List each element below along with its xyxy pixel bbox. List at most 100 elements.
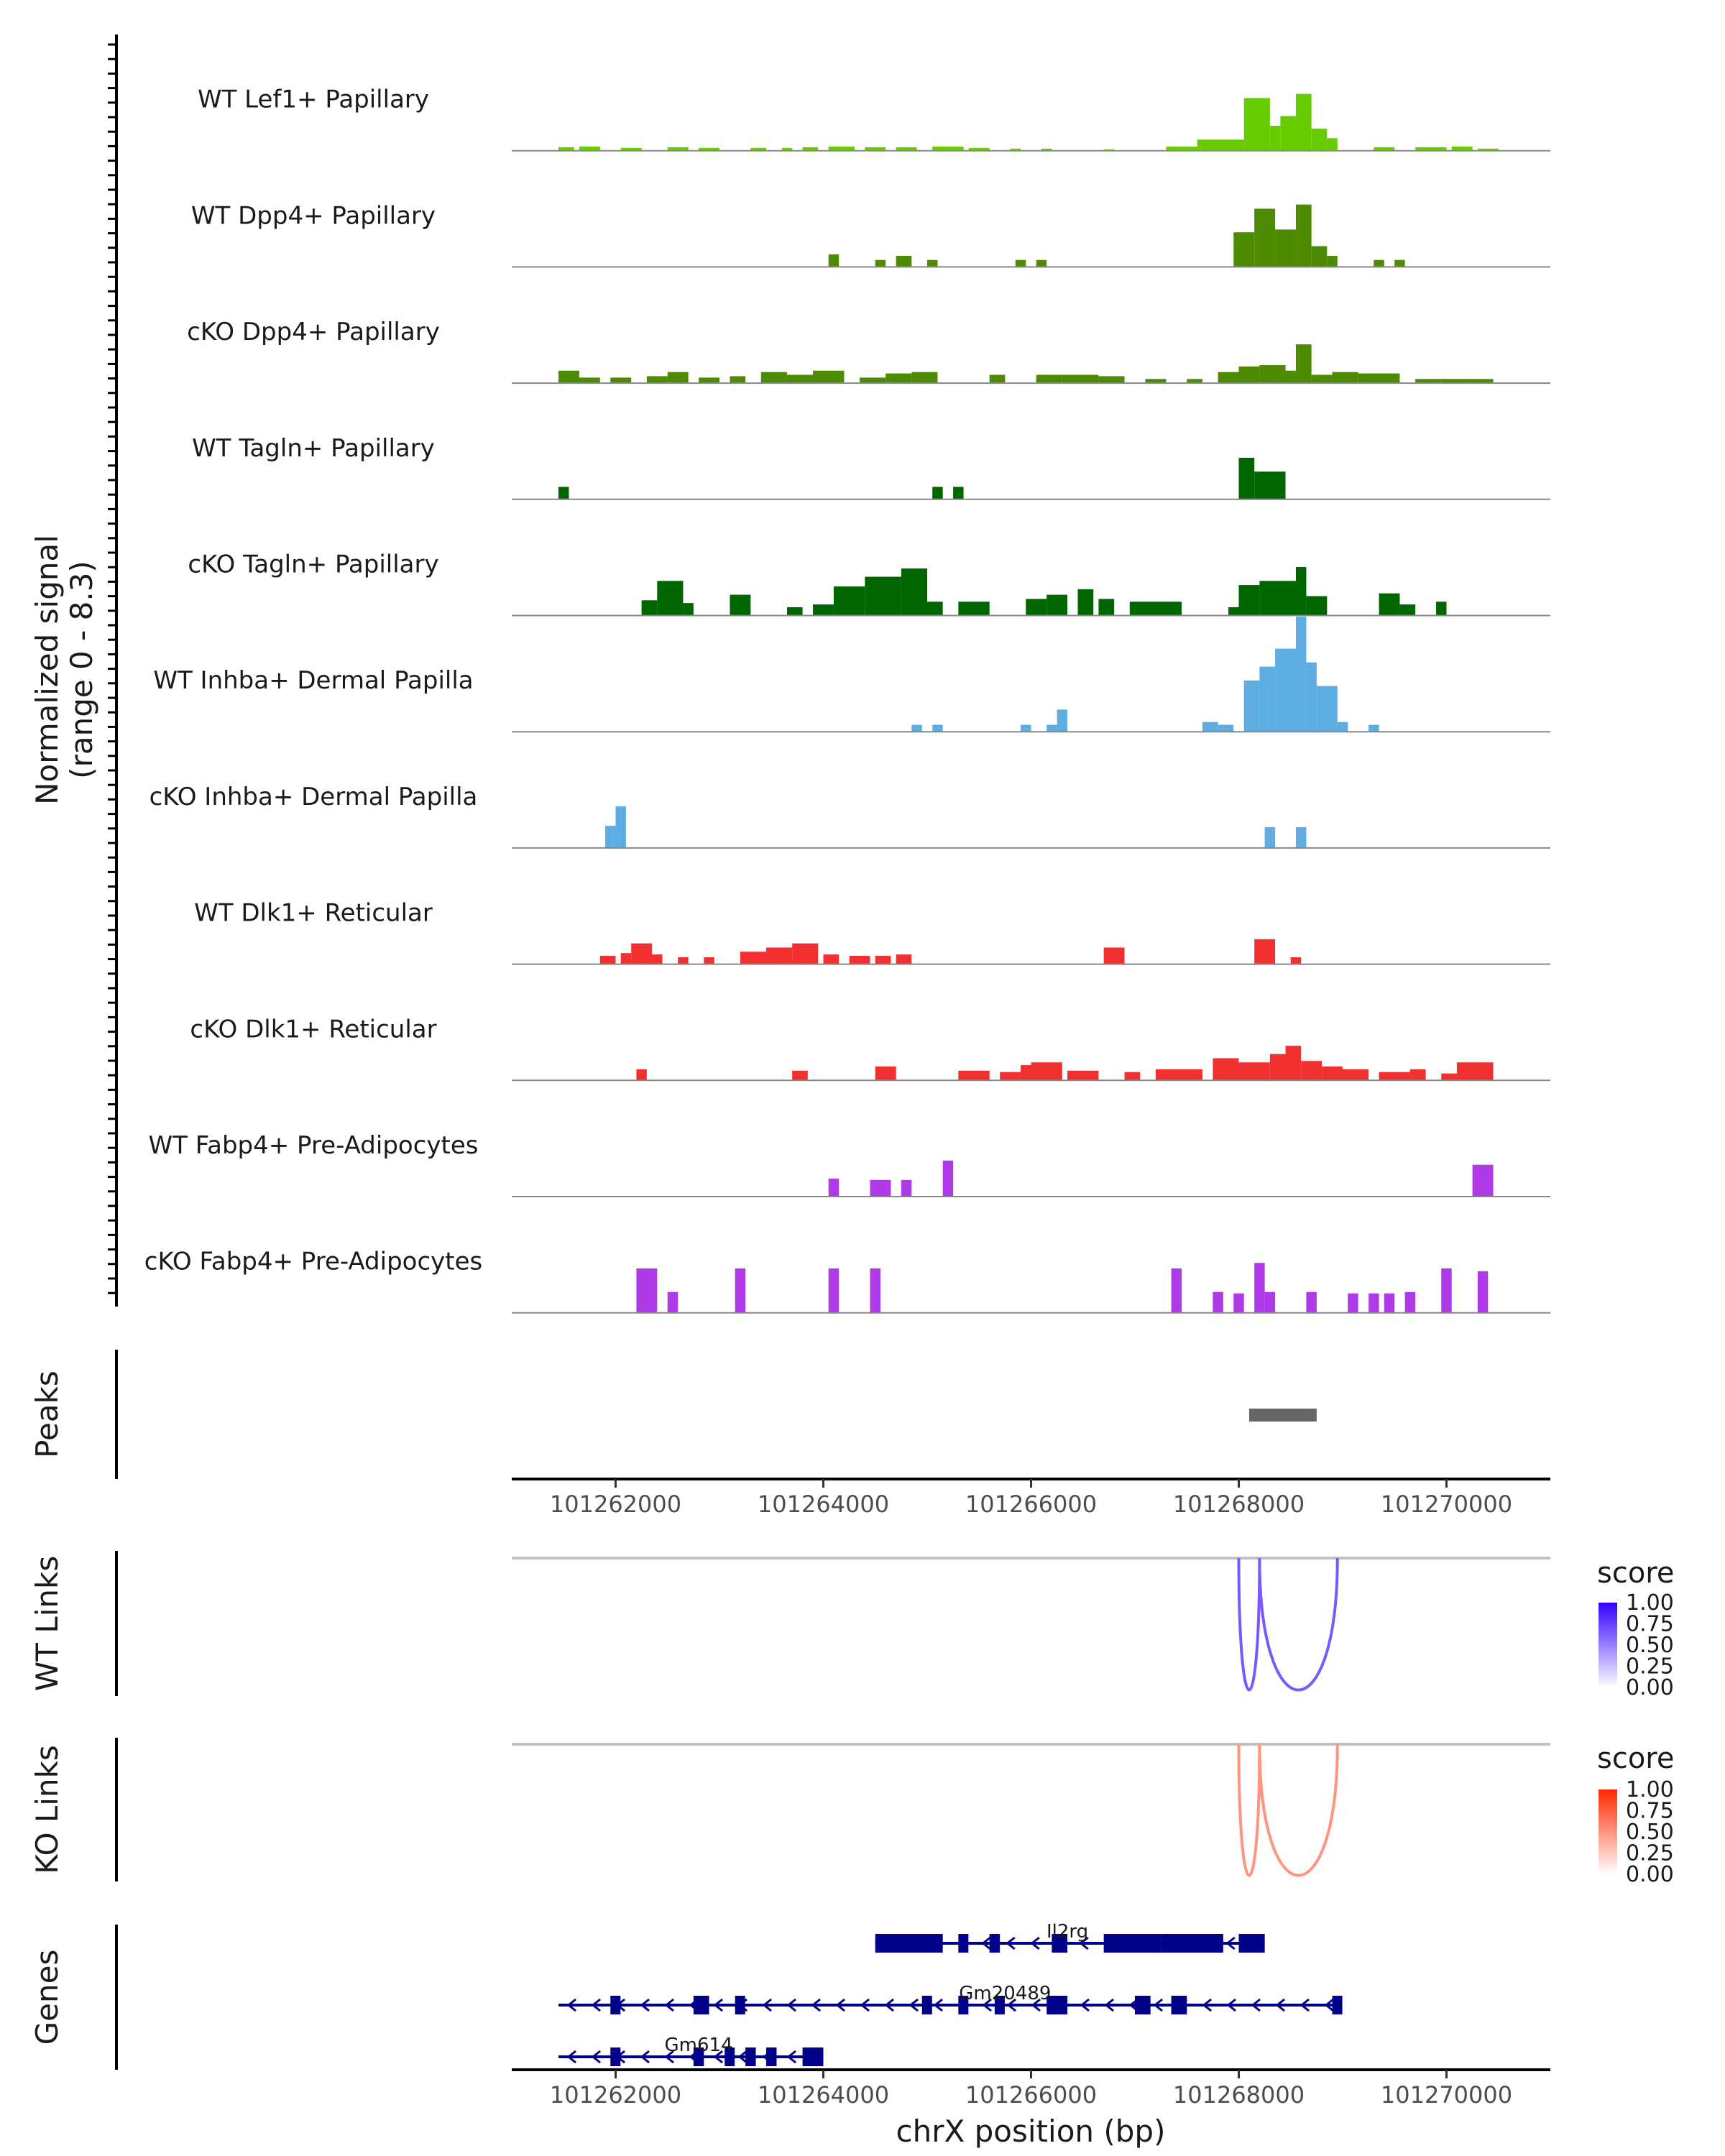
- coverage-bar: [1285, 370, 1296, 384]
- coverage-bar: [813, 604, 834, 616]
- coverage-bar: [1213, 1291, 1223, 1313]
- strand-arrow: [1324, 1998, 1334, 2012]
- strand-arrow: [640, 2050, 650, 2064]
- coverage-track: cKO Tagln+ Papillary: [188, 550, 1550, 617]
- coverage-bar: [1306, 596, 1328, 616]
- coverage-bar: [1254, 471, 1286, 499]
- coverage-bar: [646, 376, 668, 384]
- coverage-bar: [1456, 1062, 1494, 1081]
- gene-exon: [766, 2047, 777, 2066]
- gene-exon: [1103, 1934, 1162, 1953]
- strand-arrow: [1031, 1998, 1041, 2012]
- coverage-bar: [610, 377, 632, 384]
- coverage-bar: [823, 954, 840, 964]
- track-label: WT Dlk1+ Reticular: [194, 899, 433, 928]
- strand-arrow: [664, 2050, 674, 2064]
- coverage-y-title-line2: (range 0 - 8.3): [64, 561, 99, 779]
- coverage-bar: [1046, 724, 1057, 732]
- coverage-bar: [1213, 1058, 1239, 1081]
- coverage-bar: [1015, 259, 1026, 267]
- coverage-bar: [989, 374, 1006, 384]
- coverage-bar: [1264, 1291, 1276, 1313]
- coverage-bar: [636, 1268, 658, 1313]
- strand-arrow: [566, 2050, 576, 2064]
- coverage-bar: [1098, 599, 1115, 616]
- coverage-bar: [860, 377, 886, 384]
- strand-arrow: [1006, 1998, 1016, 2012]
- coverage-track: WT Dlk1+ Reticular: [194, 899, 1550, 965]
- coverage-bar: [911, 372, 938, 384]
- coverage-track: WT Dpp4+ Papillary: [191, 201, 1550, 268]
- coverage-track: cKO Dpp4+ Papillary: [187, 318, 1550, 384]
- gene-exon: [1135, 1996, 1151, 2014]
- coverage-bar: [1384, 1293, 1395, 1313]
- coverage-bar: [1026, 599, 1047, 616]
- coverage-bar: [958, 1070, 990, 1081]
- coverage-bar: [620, 953, 632, 964]
- coverage-bar: [1404, 1291, 1416, 1313]
- legend-tick-label: 0.25: [1626, 1841, 1674, 1866]
- coverage-bar: [558, 147, 574, 151]
- coverage-bar: [1259, 365, 1286, 384]
- coverage-bar: [1218, 372, 1239, 384]
- gene-exon: [1238, 1934, 1265, 1953]
- coverage-bar: [1290, 957, 1302, 964]
- legend-tick-label: 1.00: [1626, 1590, 1674, 1616]
- coverage-bar: [1269, 126, 1281, 151]
- x-tick-label: 101262000: [550, 2081, 681, 2109]
- coverage-bar: [1311, 246, 1328, 267]
- coverage-bar: [1254, 939, 1276, 964]
- coverage-track: WT Inhba+ Dermal Papilla: [153, 617, 1550, 733]
- coverage-bar: [927, 602, 943, 616]
- peak-regions: [1248, 1409, 1317, 1422]
- coverage-bar: [667, 372, 689, 384]
- coverage-bar: [1295, 93, 1312, 151]
- coverage-bar: [828, 254, 840, 267]
- coverage-bar: [1327, 138, 1338, 151]
- coverage-bar: [1295, 617, 1307, 732]
- coverage-bar: [1275, 648, 1296, 732]
- link-arc: [1237, 1743, 1261, 1877]
- coverage-bar: [1368, 1293, 1379, 1313]
- coverage-bar: [870, 1179, 891, 1197]
- x-tick-label: 101268000: [1173, 1491, 1305, 1518]
- strand-arrow: [1251, 1998, 1261, 2012]
- coverage-bar: [828, 1268, 840, 1313]
- coverage-bar: [657, 581, 684, 616]
- coverage-bar: [620, 147, 642, 151]
- gene-exon: [693, 2047, 704, 2066]
- coverage-bar: [870, 1268, 880, 1313]
- x-tick-label: 101264000: [758, 1491, 889, 1518]
- coverage-bar: [599, 956, 616, 964]
- wt-legend-title: score: [1597, 1557, 1674, 1590]
- coverage-bar: [896, 954, 912, 964]
- coverage-bar: [1477, 1271, 1489, 1313]
- strand-arrow: [1226, 1998, 1236, 2012]
- coverage-tracks: WT Lef1+ Papillary WT Dpp4+ Papillary cKO …: [144, 86, 1550, 1314]
- coverage-bar: [641, 600, 658, 616]
- x-axis-title: chrX position (bp): [896, 2114, 1166, 2149]
- coverage-bar: [1415, 379, 1442, 384]
- coverage-bar: [631, 943, 653, 964]
- coverage-bar: [1337, 722, 1348, 732]
- coverage-bar: [558, 487, 569, 499]
- coverage-bar: [875, 956, 891, 964]
- coverage-bar: [1415, 147, 1447, 151]
- peak-region: [1248, 1409, 1317, 1422]
- strand-arrow: [933, 1998, 943, 2012]
- coverage-bar: [1021, 724, 1031, 732]
- coverage-bar: [766, 947, 793, 964]
- coverage-bar: [1451, 146, 1473, 151]
- coverage-bar: [1295, 826, 1307, 848]
- coverage-bar: [942, 1160, 954, 1197]
- coverage-bar: [865, 147, 886, 151]
- coverage-bar: [886, 373, 912, 384]
- strand-arrow: [1079, 1936, 1089, 1950]
- coverage-bar: [781, 147, 793, 151]
- coverage-bar: [1441, 1073, 1457, 1081]
- coverage-bar: [1228, 607, 1239, 616]
- strand-arrow: [1006, 1936, 1016, 1950]
- legend-tick-label: 0.25: [1626, 1654, 1674, 1680]
- coverage-bar: [1046, 594, 1068, 616]
- coverage-bar: [683, 603, 694, 616]
